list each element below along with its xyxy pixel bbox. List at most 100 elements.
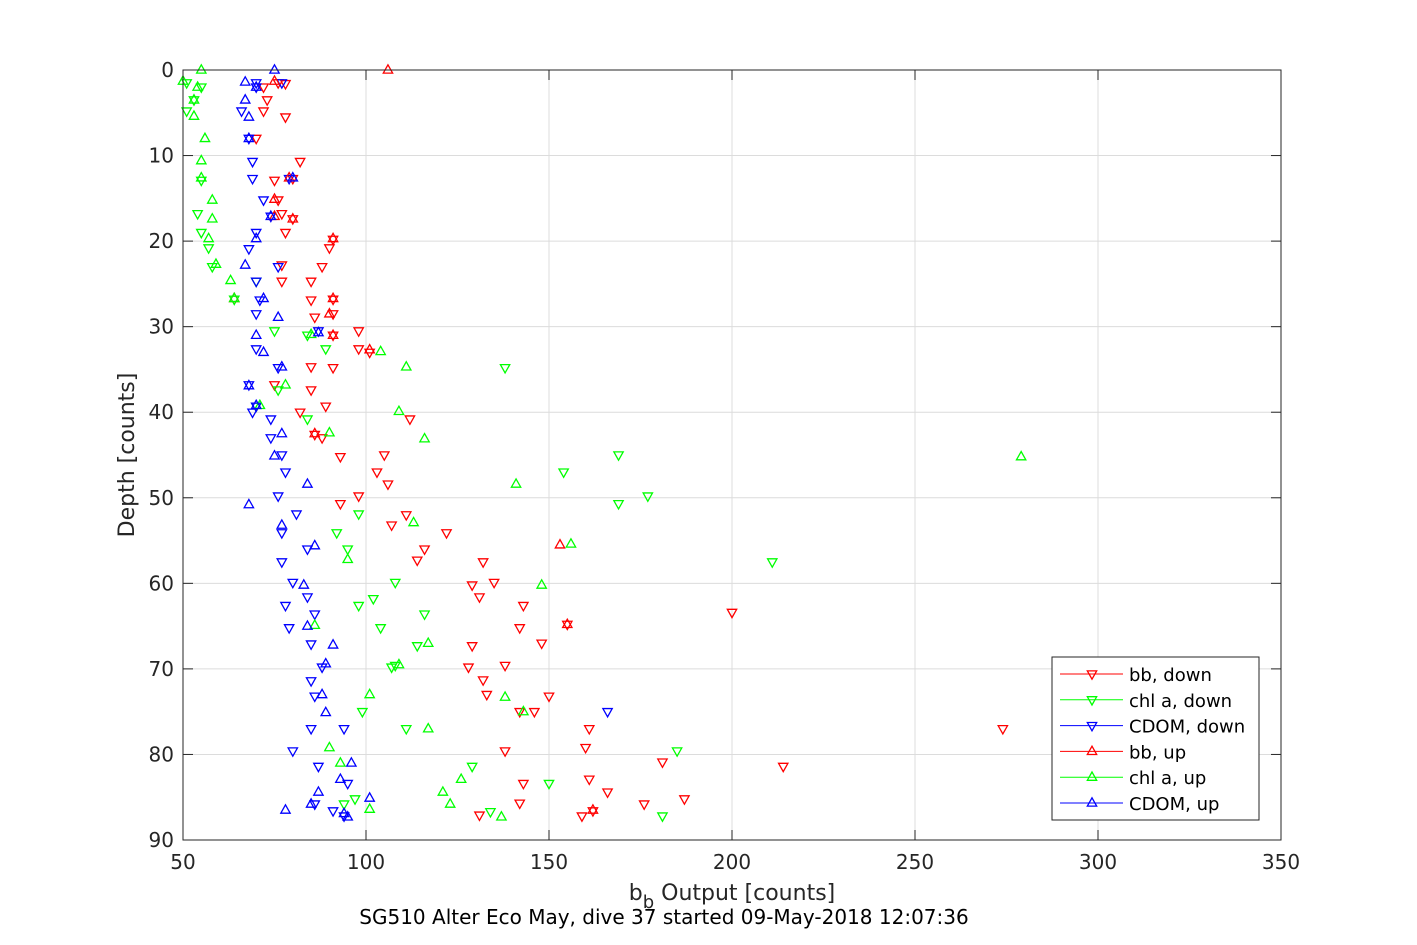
data-point [499, 363, 511, 375]
data-point [279, 601, 292, 613]
data-point [250, 402, 262, 413]
data-point [257, 291, 270, 303]
data-point [393, 658, 405, 669]
data-point [276, 277, 288, 288]
legend-entry: bb, down [1060, 665, 1212, 686]
data-point [272, 386, 284, 397]
data-point [243, 245, 255, 256]
y-tick-label: 10 [149, 144, 174, 168]
data-point [411, 642, 424, 653]
data-point [352, 492, 365, 503]
data-point [466, 581, 478, 592]
data-point [327, 328, 339, 339]
data-point [345, 756, 358, 767]
data-point [341, 552, 354, 564]
data-point [246, 157, 259, 169]
data-point [180, 107, 193, 118]
data-point [305, 386, 317, 397]
data-point [473, 811, 486, 822]
data-point [374, 344, 387, 356]
series-cdom-down [235, 79, 614, 823]
data-point [257, 83, 270, 94]
data-point [265, 212, 277, 223]
data-point [327, 331, 339, 342]
data-point [1015, 450, 1027, 461]
data-point [389, 578, 402, 590]
data-point [250, 398, 262, 410]
legend-entry: chl a, up [1060, 768, 1206, 789]
data-point [656, 812, 669, 823]
data-point [557, 468, 570, 479]
data-point [583, 725, 596, 736]
data-point [323, 426, 336, 437]
data-point [352, 601, 365, 613]
data-point [287, 212, 299, 223]
data-point [243, 134, 255, 145]
data-point [327, 310, 339, 321]
data-point [279, 803, 292, 814]
data-point [352, 327, 365, 338]
data-point [766, 558, 779, 569]
data-point [188, 109, 200, 120]
data-point [272, 492, 284, 503]
data-point [374, 624, 387, 635]
x-tick-label: 350 [1262, 850, 1300, 874]
data-point [250, 345, 262, 356]
data-point [565, 537, 577, 548]
data-point [561, 620, 574, 631]
data-point [583, 775, 596, 786]
y-tick-label: 90 [149, 828, 174, 852]
data-point [297, 578, 310, 589]
data-point [191, 209, 204, 221]
data-point [363, 791, 376, 802]
data-point [341, 810, 354, 821]
data-point [305, 677, 317, 688]
y-tick-label: 40 [149, 400, 174, 424]
data-point [316, 688, 328, 699]
y-axis-label: Depth [counts] [115, 373, 140, 538]
data-point [228, 291, 241, 303]
data-point [411, 556, 424, 567]
data-point [268, 192, 281, 203]
data-point [382, 63, 394, 74]
legend-marker [1086, 721, 1098, 733]
data-point [239, 93, 252, 104]
data-point [301, 415, 314, 426]
x-tick-label: 50 [170, 850, 195, 874]
data-point [671, 747, 683, 758]
data-point [316, 263, 328, 274]
x-tick-label: 300 [1079, 850, 1117, 874]
data-point [327, 638, 339, 649]
data-point [272, 363, 284, 375]
data-point [477, 676, 489, 687]
data-point [510, 477, 522, 488]
data-point [499, 661, 511, 672]
legend-entry: chl a, down [1060, 691, 1232, 712]
data-point [554, 538, 566, 549]
data-point [418, 432, 431, 443]
data-point [319, 705, 332, 717]
data-point [272, 310, 284, 322]
data-point [338, 725, 350, 736]
y-tick-label: 0 [161, 58, 174, 82]
data-point [327, 807, 339, 818]
data-point [349, 795, 361, 806]
data-point [308, 313, 321, 324]
data-point [561, 617, 574, 629]
x-axis-label-main: b [629, 881, 643, 906]
data-point [437, 785, 449, 796]
data-point [268, 381, 281, 392]
data-point [400, 360, 413, 371]
data-point [422, 636, 435, 647]
data-point [316, 434, 328, 445]
data-point [276, 427, 288, 438]
data-point [301, 477, 314, 488]
data-point [250, 83, 262, 94]
data-point [305, 640, 317, 651]
legend-marker [1086, 796, 1098, 807]
data-point [195, 228, 208, 240]
data-point [276, 451, 288, 462]
data-point [587, 807, 599, 818]
data-point [484, 807, 497, 819]
data-point [202, 232, 215, 243]
